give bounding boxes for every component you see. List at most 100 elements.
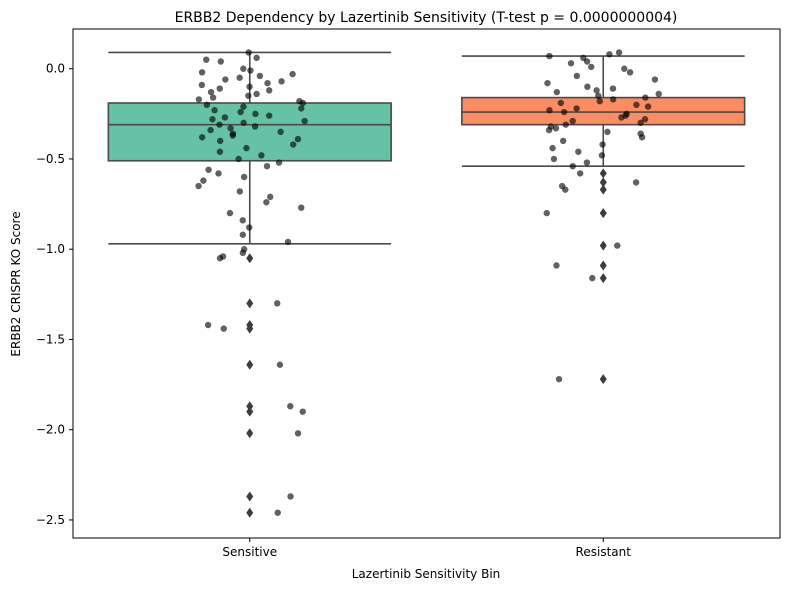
- outlier-marker: [246, 359, 254, 370]
- data-point: [576, 170, 584, 177]
- outlier-marker: [599, 260, 607, 271]
- data-point: [235, 155, 242, 163]
- data-point: [239, 231, 247, 238]
- data-point: [209, 94, 217, 101]
- y-tick-label: −1.0: [36, 242, 65, 256]
- data-point: [277, 128, 284, 136]
- data-point: [596, 97, 603, 105]
- data-point: [626, 69, 634, 76]
- data-point: [198, 81, 206, 89]
- data-point: [209, 116, 216, 123]
- data-point: [550, 155, 558, 163]
- data-point: [562, 121, 569, 128]
- outlier-marker: [246, 406, 254, 417]
- y-tick-label: −2.0: [36, 423, 65, 437]
- data-point: [589, 274, 596, 282]
- data-point: [575, 148, 582, 155]
- outlier-marker: [246, 298, 254, 309]
- data-point: [195, 96, 203, 103]
- data-point: [216, 137, 224, 145]
- data-point: [637, 119, 644, 127]
- data-point: [207, 88, 215, 96]
- data-point: [263, 162, 271, 170]
- data-point: [204, 321, 212, 329]
- data-point: [287, 403, 294, 410]
- data-point: [246, 83, 253, 90]
- data-point: [236, 74, 243, 81]
- data-point: [239, 217, 246, 224]
- data-point: [267, 193, 274, 201]
- data-point: [544, 79, 551, 87]
- data-point: [240, 65, 247, 72]
- data-point: [573, 105, 580, 112]
- data-point: [287, 493, 294, 500]
- x-tick-label: Resistant: [576, 545, 632, 559]
- data-point: [220, 325, 227, 332]
- data-point: [222, 76, 229, 83]
- data-point: [583, 159, 591, 166]
- x-axis-label: Lazertinib Sensitivity Bin: [352, 567, 501, 581]
- data-point: [609, 85, 617, 92]
- data-point: [216, 148, 224, 155]
- data-point: [245, 92, 252, 99]
- data-point: [237, 108, 244, 116]
- data-point: [599, 141, 606, 148]
- data-point: [614, 242, 621, 249]
- data-point: [203, 101, 211, 109]
- x-tick-label: Sensitive: [222, 545, 277, 559]
- data-point: [240, 173, 248, 181]
- data-point: [546, 107, 553, 114]
- data-point: [641, 116, 649, 123]
- data-point: [557, 99, 565, 107]
- data-point: [553, 262, 560, 269]
- data-point: [615, 49, 623, 56]
- data-point: [559, 137, 567, 145]
- data-point: [560, 108, 568, 116]
- data-point: [198, 69, 206, 76]
- data-point: [263, 199, 270, 206]
- data-point: [247, 67, 254, 74]
- data-point: [593, 87, 600, 94]
- outlier-marker: [599, 240, 607, 251]
- data-point: [243, 144, 250, 152]
- outlier-marker: [599, 168, 607, 179]
- data-point: [543, 209, 550, 217]
- data-point: [251, 123, 259, 130]
- data-point: [195, 182, 202, 190]
- data-point: [258, 152, 265, 159]
- data-point: [246, 224, 253, 231]
- chart-title: ERBB2 Dependency by Lazertinib Sensitivi…: [175, 10, 678, 26]
- data-point: [216, 121, 223, 128]
- data-point: [294, 430, 302, 437]
- data-point: [264, 79, 271, 87]
- y-tick-label: −0.5: [36, 152, 65, 166]
- data-point: [584, 83, 591, 90]
- data-point: [276, 361, 284, 368]
- data-point: [644, 103, 652, 110]
- data-point: [274, 509, 281, 516]
- data-point: [211, 107, 218, 114]
- outlier-marker: [599, 208, 607, 219]
- outlier-marker: [599, 184, 607, 195]
- outlier-marker: [246, 491, 254, 502]
- data-point: [274, 300, 281, 307]
- data-point: [252, 110, 259, 118]
- data-point: [290, 141, 297, 148]
- data-point: [567, 60, 575, 67]
- data-point: [298, 204, 305, 211]
- data-point: [299, 99, 307, 107]
- data-point: [301, 117, 308, 125]
- box-resistant: [461, 96, 746, 126]
- data-point: [583, 58, 591, 65]
- outlier-marker: [246, 401, 254, 412]
- data-point: [240, 103, 247, 110]
- data-point: [245, 49, 252, 56]
- data-point: [655, 90, 662, 98]
- data-point: [215, 170, 222, 177]
- data-point: [226, 209, 234, 217]
- outlier-marker: [246, 253, 254, 264]
- data-point: [207, 126, 214, 134]
- data-point: [229, 132, 236, 139]
- data-point: [203, 56, 210, 63]
